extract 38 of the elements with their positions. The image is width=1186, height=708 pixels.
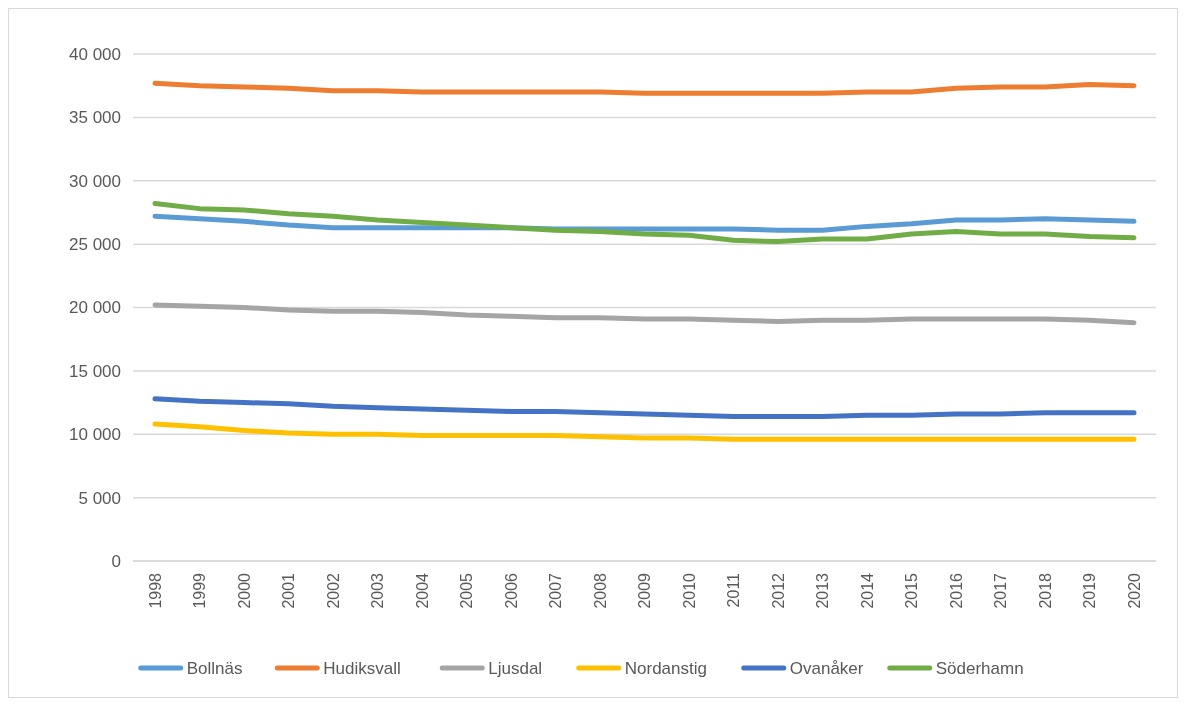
legend-label: Söderhamn [935,658,1024,678]
x-tick-label: 2000 [235,572,253,609]
y-tick-label: 10 000 [69,425,121,445]
y-tick-label: 40 000 [69,44,121,64]
y-tick-label: 15 000 [69,361,121,381]
x-tick-label: 2009 [636,572,654,609]
x-tick-label: 2018 [1036,572,1054,609]
x-tick-label: 2017 [992,572,1010,609]
y-tick-label: 20 000 [69,298,121,318]
legend-label: Ljusdal [488,658,543,678]
x-tick-label: 2003 [369,572,387,609]
x-tick-label: 2006 [502,572,520,609]
x-tick-label: 2007 [547,572,565,609]
x-tick-label: 2001 [280,572,298,609]
x-tick-label: 2016 [947,572,965,609]
legend-label: Ovanåker [789,658,864,678]
x-tick-label: 2002 [324,572,342,609]
x-tick-label: 2015 [903,572,921,609]
x-tick-label: 2013 [814,572,832,609]
x-tick-label: 2019 [1081,572,1099,609]
y-tick-label: 5 000 [78,488,121,508]
y-tick-label: 0 [111,551,121,571]
x-tick-label: 2008 [591,572,609,609]
x-tick-label: 2010 [680,572,698,609]
legend-label: Bollnäs [186,658,243,678]
x-tick-label: 2012 [769,572,787,609]
x-tick-label: 2005 [458,572,476,609]
legend-label: Hudiksvall [323,658,401,678]
y-tick-label: 30 000 [69,171,121,191]
x-tick-label: 2014 [858,572,876,609]
x-tick-label: 2020 [1125,572,1143,609]
y-tick-label: 35 000 [69,108,121,128]
x-tick-label: 2011 [725,572,743,608]
x-tick-label: 2004 [413,572,431,609]
x-tick-label: 1998 [146,572,164,609]
y-tick-label: 25 000 [69,235,121,255]
x-tick-label: 1999 [191,572,209,609]
legend-label: Nordanstig [624,658,707,678]
